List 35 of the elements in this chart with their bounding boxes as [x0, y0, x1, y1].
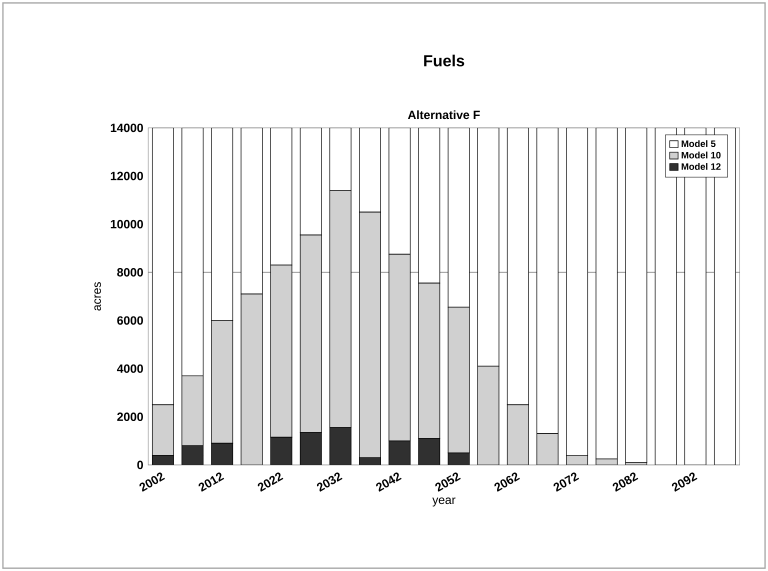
y-tick-label: 14000: [110, 124, 143, 132]
x-tick-label: 2012: [198, 472, 224, 492]
bar: [211, 442, 234, 465]
bar: [329, 427, 352, 465]
legend-label: Model 5: [682, 140, 716, 147]
x-tick-label: 2002: [139, 472, 165, 492]
y-tick-label: 0: [137, 460, 143, 470]
bar: [270, 436, 292, 465]
bar: [182, 445, 204, 465]
bar: [152, 455, 174, 465]
y-axis-title: acres: [94, 282, 101, 310]
bar: [388, 440, 411, 465]
y-tick-label: 2000: [117, 412, 143, 421]
x-tick-label: 2042: [376, 472, 402, 492]
bar: [448, 452, 470, 465]
y-tick-label: 10000: [110, 220, 143, 228]
x-tick-label: 2022: [258, 472, 284, 492]
x-tick-label: 2052: [435, 472, 461, 492]
bar: [418, 438, 440, 465]
y-tick-label: 8000: [117, 268, 143, 276]
chart-subtitle: Alternative F: [408, 110, 480, 120]
x-axis-title: year: [432, 497, 456, 506]
x-tick-label: 2032: [316, 472, 342, 492]
x-tick-label: 2092: [672, 472, 698, 492]
x-tick-label: 2082: [612, 472, 638, 492]
y-tick-label: 6000: [117, 316, 143, 325]
bar: [625, 128, 648, 463]
bar: [300, 432, 322, 465]
chart-title: Fuels: [424, 54, 464, 66]
legend-label: Model 10: [682, 152, 721, 158]
legend-label: Model 12: [682, 162, 721, 170]
y-tick-label: 4000: [116, 364, 143, 373]
x-tick-label: 2062: [494, 472, 520, 492]
y-tick-label: 12000: [110, 172, 143, 180]
x-tick-label: 2072: [554, 472, 580, 492]
